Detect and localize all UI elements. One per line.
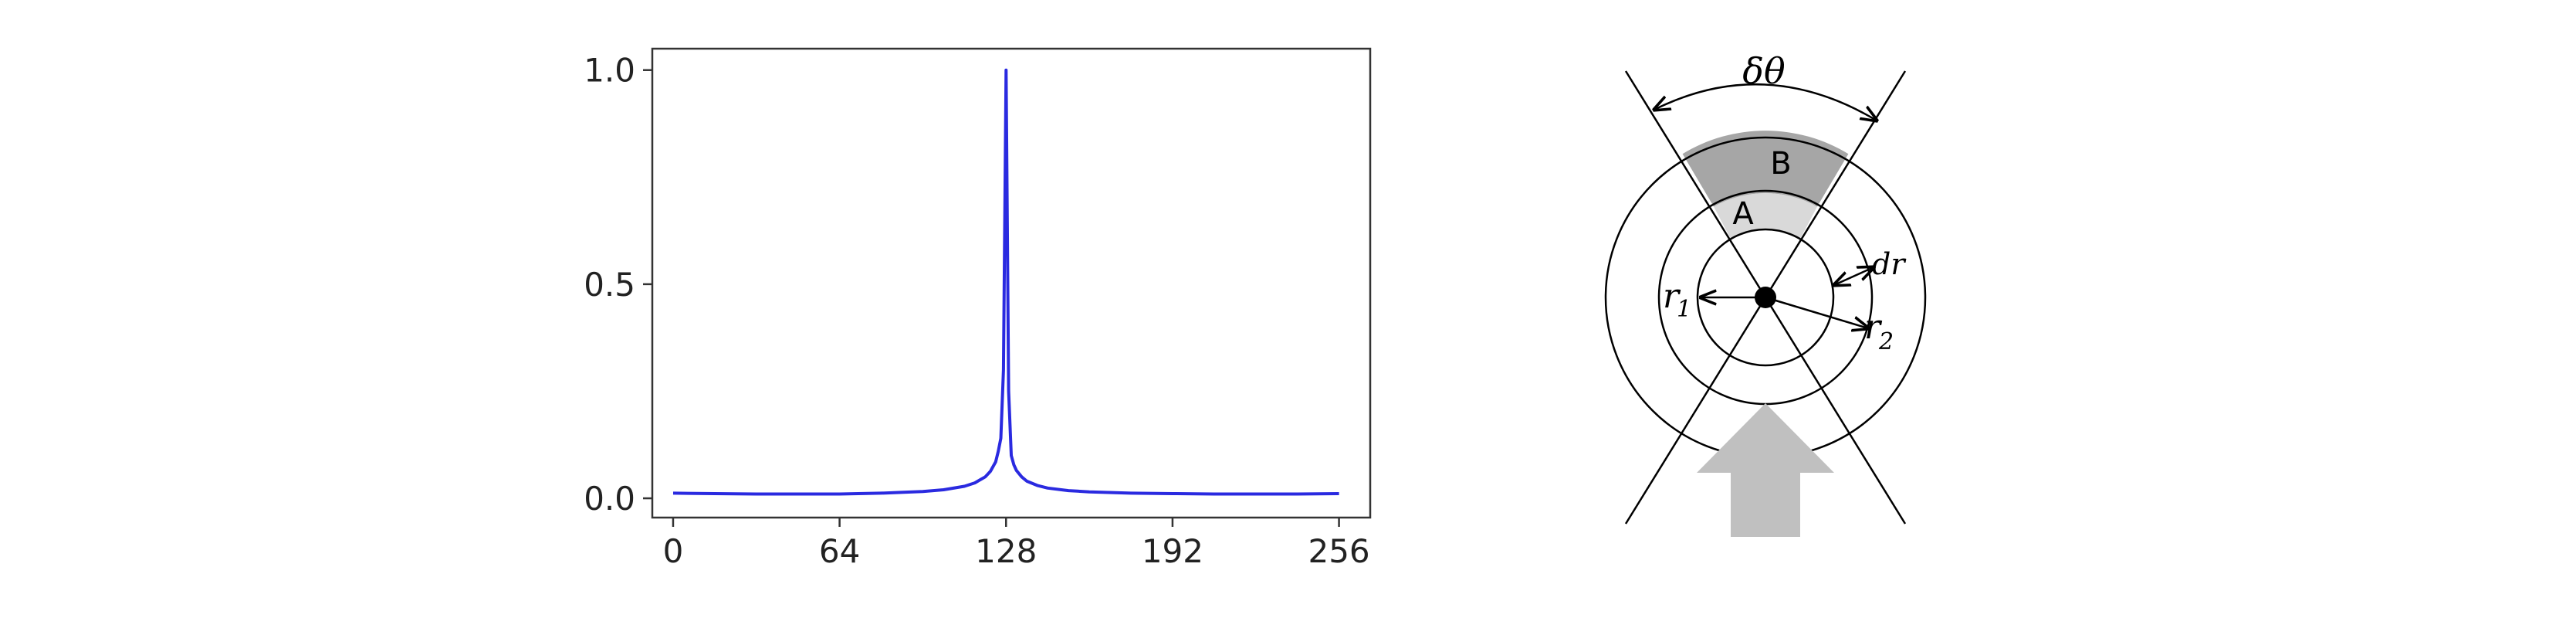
plot-frame [651, 47, 1372, 519]
line-chart: 0 64 128 192 256 0.0 0.5 1.0 [584, 47, 1372, 570]
y-tick-label: 0.0 [584, 480, 635, 518]
y-tick-label: 1.0 [584, 52, 635, 90]
polar-diagram: δθ B A r 1 r 2 dr [1604, 50, 1927, 537]
x-tick-label: 256 [1308, 532, 1369, 570]
x-tick-label: 64 [819, 532, 860, 570]
center-point [1755, 287, 1776, 308]
region-b-label: B [1770, 146, 1791, 182]
x-tick-label: 128 [975, 532, 1037, 570]
x-tick-label: 192 [1142, 532, 1203, 570]
r1-label-main: r [1663, 277, 1681, 316]
x-tick-label: 0 [663, 532, 684, 570]
inner-circle [1696, 228, 1835, 367]
y-tick-label: 0.5 [584, 266, 635, 304]
region-b-sector [1682, 131, 1849, 207]
r2-label: r 2 [1864, 307, 1894, 355]
dr-arrow [1834, 267, 1874, 285]
region-a-sector [1714, 193, 1817, 239]
chart-marks: 0 64 128 192 256 0.0 0.5 1.0 [584, 52, 1369, 570]
r1-label-sub: 1 [1677, 296, 1691, 323]
r1-label: r 1 [1663, 277, 1691, 323]
incoming-arrow [1697, 403, 1834, 537]
r2-label-main: r [1864, 307, 1883, 347]
angle-arc [1654, 83, 1877, 121]
angle-label: δθ [1742, 50, 1785, 92]
dr-label: dr [1872, 247, 1907, 281]
series-line [672, 68, 1339, 496]
region-a-label: A [1732, 196, 1754, 232]
r2-label-sub: 2 [1878, 328, 1894, 355]
radius-r2-arrow [1765, 296, 1868, 328]
